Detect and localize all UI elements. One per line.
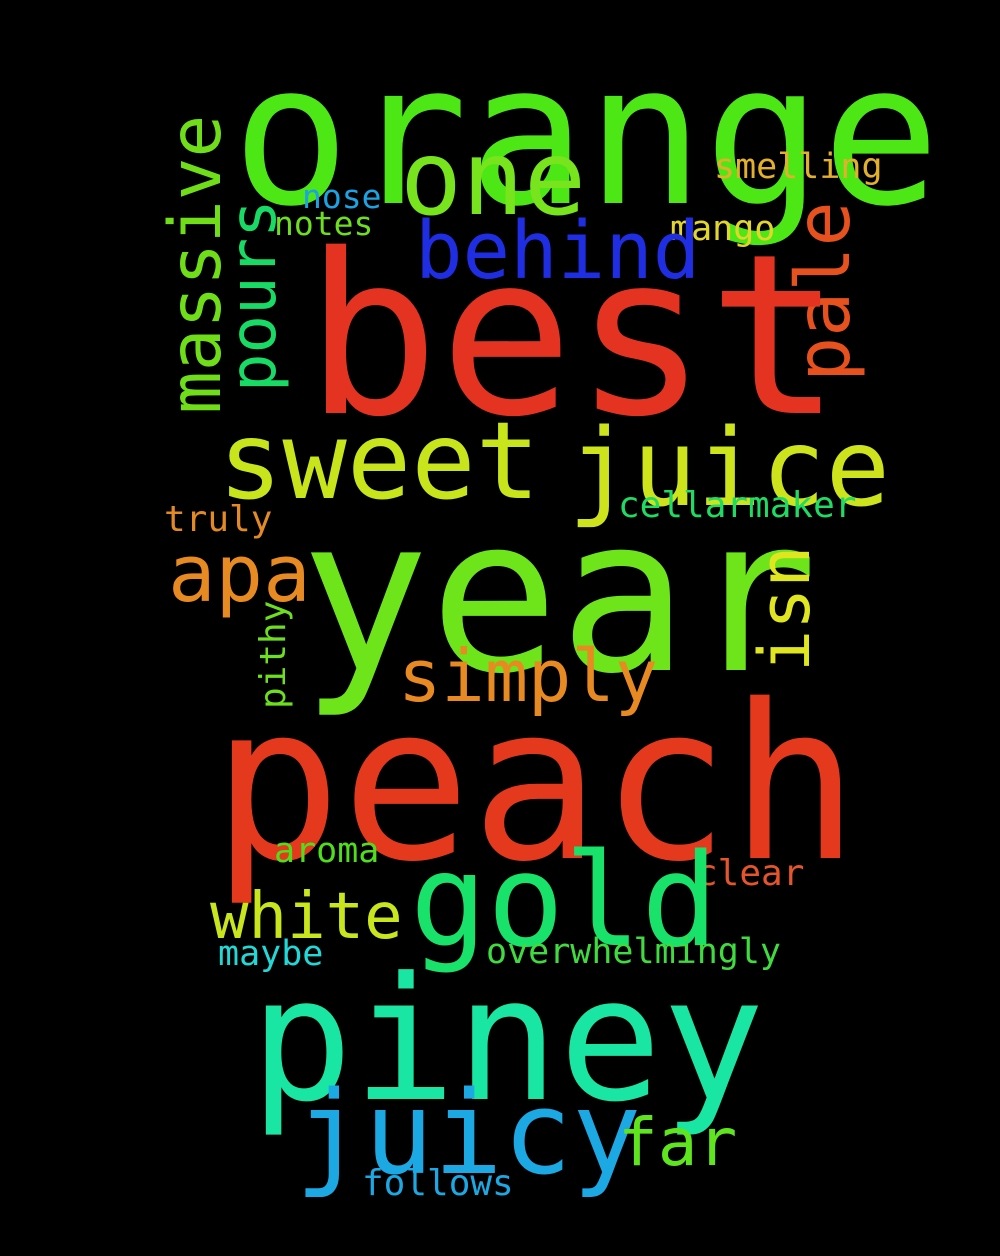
word-sweet: sweet bbox=[218, 400, 541, 524]
word-piney: piney bbox=[250, 941, 765, 1140]
word-nose: nose bbox=[302, 177, 382, 216]
word-mango: mango bbox=[670, 209, 776, 249]
word-year: year bbox=[300, 470, 818, 721]
word-notes: notes bbox=[274, 204, 374, 243]
word-aroma: aroma bbox=[274, 831, 380, 871]
word-truly: truly bbox=[164, 499, 273, 540]
word-simply: simply bbox=[398, 634, 659, 718]
word-isn: isn bbox=[744, 545, 826, 672]
word-pours: pours bbox=[217, 199, 291, 392]
word-peach: peach bbox=[212, 658, 860, 909]
word-one: one bbox=[400, 119, 587, 239]
word-maybe: maybe bbox=[218, 934, 324, 974]
word-overwhelmingly: overwhelmingly bbox=[486, 932, 782, 972]
word-smelling: smelling bbox=[714, 147, 883, 187]
word-behind: behind bbox=[415, 205, 701, 297]
word-orange: orange bbox=[232, 22, 941, 250]
word-follows: follows bbox=[362, 1163, 514, 1204]
word-far: far bbox=[618, 1104, 738, 1181]
word-apa: apa bbox=[168, 528, 311, 620]
word-white: white bbox=[210, 880, 403, 954]
word-juice: juice bbox=[568, 407, 891, 531]
word-best: best bbox=[305, 206, 843, 466]
word-juicy: juicy bbox=[295, 1067, 642, 1201]
word-cellarmaker: cellarmaker bbox=[618, 485, 857, 526]
word-clear: clear bbox=[696, 853, 805, 894]
word-gold: gold bbox=[410, 827, 719, 976]
